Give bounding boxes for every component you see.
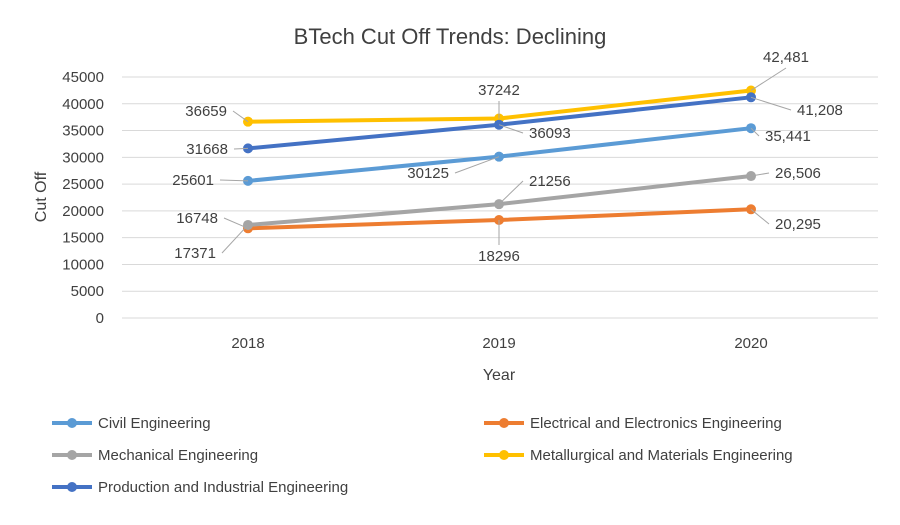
- x-axis-ticks: 2018 2019 2020: [231, 335, 767, 352]
- legend-label: Production and Industrial Engineering: [98, 479, 348, 496]
- legend-item: Mechanical Engineering: [52, 447, 258, 464]
- x-tick-label: 2018: [231, 335, 264, 352]
- data-labels: 25601 30125 35,441 16748 18296 20,295 17371 212…: [172, 49, 843, 265]
- label-leader-line: [223, 217, 249, 229]
- data-label: 36659: [185, 103, 227, 120]
- y-tick-label: 0: [96, 310, 104, 327]
- y-axis-title: Cut Off: [33, 171, 50, 222]
- legend-swatch-marker: [67, 450, 77, 460]
- legend-swatch-marker: [67, 482, 77, 492]
- legend-swatch-marker: [67, 418, 77, 428]
- y-tick-label: 45000: [62, 69, 104, 86]
- data-label: 17371: [174, 245, 216, 262]
- y-tick-label: 30000: [62, 149, 104, 166]
- legend-label: Mechanical Engineering: [98, 447, 258, 464]
- label-leader-line: [221, 224, 249, 254]
- legend-item: Metallurgical and Materials Engineering: [484, 447, 793, 464]
- label-leader-line: [750, 96, 792, 111]
- label-leader-line: [750, 127, 760, 137]
- y-tick-label: 5000: [71, 283, 104, 300]
- legend-item: Civil Engineering: [52, 415, 211, 432]
- data-label: 41,208: [797, 102, 843, 119]
- x-axis-title: Year: [483, 367, 516, 384]
- label-leader-line: [498, 124, 524, 134]
- y-tick-label: 15000: [62, 230, 104, 247]
- legend-label: Civil Engineering: [98, 415, 211, 432]
- label-leader-line: [454, 156, 500, 174]
- y-tick-label: 40000: [62, 96, 104, 113]
- label-leader-line: [219, 179, 249, 182]
- label-leader-line: [750, 67, 787, 91]
- y-axis-ticks: 0 5000 10000 15000 20000 25000 30000 35000 40000…: [62, 69, 104, 327]
- data-label: 16748: [176, 210, 218, 227]
- legend-label: Electrical and Electronics Engineering: [530, 415, 782, 432]
- legend-item: Production and Industrial Engineering: [52, 479, 348, 496]
- x-tick-label: 2020: [734, 335, 767, 352]
- y-tick-label: 10000: [62, 256, 104, 273]
- data-label: 42,481: [763, 49, 809, 66]
- data-label: 37242: [478, 82, 520, 99]
- legend-swatch-marker: [499, 418, 509, 428]
- legend-swatch-marker: [499, 450, 509, 460]
- data-label: 25601: [172, 172, 214, 189]
- data-label: 18296: [478, 248, 520, 265]
- data-label: 21256: [529, 173, 571, 190]
- legend-label: Metallurgical and Materials Engineering: [530, 447, 793, 464]
- y-tick-label: 25000: [62, 176, 104, 193]
- data-label: 26,506: [775, 165, 821, 182]
- label-leader-line: [750, 172, 770, 177]
- data-label: 36093: [529, 125, 571, 142]
- label-leader-line: [233, 147, 249, 150]
- data-label: 31668: [186, 141, 228, 158]
- y-tick-label: 35000: [62, 123, 104, 140]
- data-label: 20,295: [775, 216, 821, 233]
- label-leader-line: [498, 180, 524, 205]
- y-tick-label: 20000: [62, 203, 104, 220]
- chart-title: BTech Cut Off Trends: Declining: [294, 24, 607, 49]
- label-leader-line: [232, 110, 249, 123]
- legend-item: Electrical and Electronics Engineering: [484, 415, 782, 432]
- x-tick-label: 2019: [482, 335, 515, 352]
- data-label: 35,441: [765, 128, 811, 145]
- data-label: 30125: [407, 165, 449, 182]
- label-leader-line: [750, 208, 770, 225]
- series-civil-engineering: [243, 123, 756, 186]
- legend: Civil Engineering Electrical and Electron…: [52, 415, 793, 496]
